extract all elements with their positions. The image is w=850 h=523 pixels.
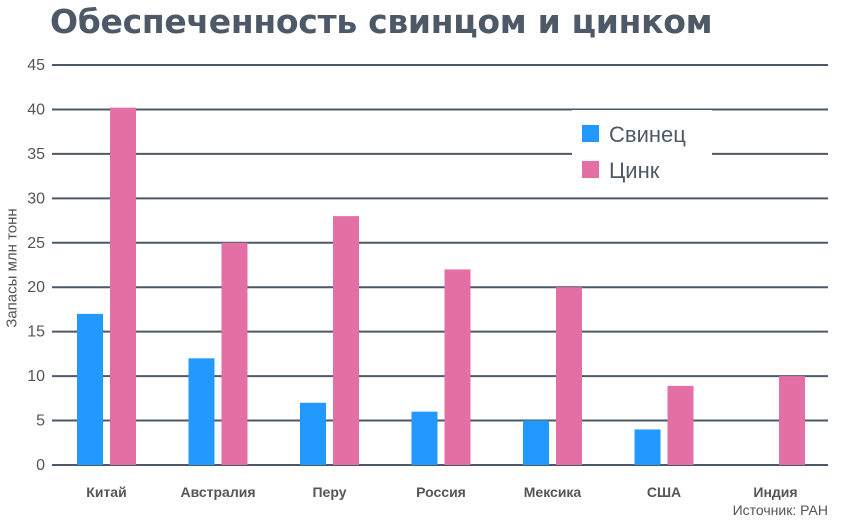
x-category-label: Перу — [312, 484, 346, 500]
chart-title: Обеспеченность свинцом и цинком — [50, 2, 713, 41]
y-tick-label: 15 — [27, 324, 45, 341]
y-tick-label: 40 — [27, 101, 45, 118]
x-category-label: Мексика — [524, 484, 582, 500]
legend-label-lead: Свинец — [609, 122, 686, 147]
bar-lead — [634, 429, 661, 465]
source-note: Источник: РАН — [732, 502, 828, 518]
bar-zinc — [333, 216, 359, 465]
bar-lead — [411, 411, 438, 465]
x-category-label: Австралия — [180, 484, 255, 500]
y-tick-label: 30 — [27, 190, 45, 207]
y-tick-label: 35 — [27, 146, 45, 163]
bar-lead — [188, 358, 215, 465]
y-tick-label: 5 — [36, 413, 45, 430]
bar-zinc — [667, 385, 694, 465]
y-tick-label: 25 — [27, 235, 45, 252]
bar-zinc — [444, 269, 471, 465]
legend-box — [572, 110, 712, 192]
bar-lead — [77, 313, 103, 465]
x-category-label: Китай — [86, 484, 126, 500]
y-tick-label: 10 — [27, 368, 45, 385]
legend-swatch-lead — [582, 125, 599, 142]
y-tick-label: 20 — [27, 279, 45, 296]
x-category-label: Индия — [753, 484, 797, 500]
legend-label-zinc: Цинк — [609, 158, 660, 183]
bar-zinc — [221, 242, 248, 465]
x-category-label: Россия — [416, 484, 466, 500]
legend: Свинец Цинк — [572, 110, 712, 192]
bar-zinc — [779, 376, 805, 465]
bar-zinc — [556, 287, 582, 465]
category-labels: Китай Австралия Перу Россия Мексика США Индия — [86, 484, 797, 500]
y-tick-label: 45 — [27, 57, 45, 74]
y-tick-label: 0 — [36, 457, 45, 474]
grid-lines — [52, 64, 828, 466]
bar-lead — [523, 420, 549, 465]
bar-zinc — [110, 107, 136, 466]
x-category-label: США — [647, 484, 681, 500]
bars — [77, 107, 805, 466]
y-ticks: 0 5 10 15 20 25 30 35 40 45 — [27, 57, 45, 474]
bar-lead — [300, 402, 326, 465]
legend-swatch-zinc — [582, 161, 599, 178]
